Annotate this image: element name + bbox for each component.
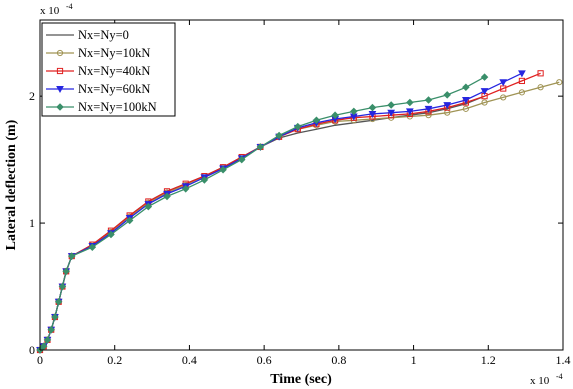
data-point-nx-ny-10kn <box>556 79 563 86</box>
x-axis-multiplier: x 10 -4 <box>530 372 563 387</box>
data-point-nx-ny-60kn <box>424 105 433 113</box>
data-point-nx-ny-100kn <box>67 252 76 260</box>
data-point-nx-ny-100kn <box>58 282 67 291</box>
data-point-nx-ny-60kn <box>405 108 414 116</box>
data-point-nx-ny-100kn <box>163 192 171 201</box>
legend-marker <box>56 49 64 57</box>
legend-marker <box>56 103 64 111</box>
data-point-nx-ny-100kn <box>51 313 59 321</box>
x-axis-ticks: 0 0.2 0.4 0.6 0.8 1 1.2 1.4 <box>37 20 571 367</box>
data-point-nx-ny-100kn <box>424 96 433 104</box>
data-point-nx-ny-100kn <box>144 202 153 211</box>
y-multiplier-exponent: -4 <box>66 2 73 11</box>
y-axis-ticks: 0 1 2 <box>29 89 563 357</box>
x-tick-label: 0.4 <box>182 353 197 367</box>
legend-item-nx-ny-60kn: Nx=Ny=60kN <box>46 82 150 96</box>
legend-item-nx-ny-100kn: Nx=Ny=100kN <box>46 100 157 114</box>
series-layer <box>36 70 563 355</box>
data-point-nx-ny-100kn <box>47 325 55 334</box>
data-point-nx-ny-40kn <box>518 77 526 85</box>
y-tick-label: 0 <box>29 343 35 357</box>
data-point-nx-ny-100kn <box>293 122 302 131</box>
data-point-nx-ny-100kn <box>275 131 283 140</box>
legend-marker <box>56 86 64 94</box>
data-point-nx-ny-60kn <box>461 97 470 104</box>
x-tick-label: 0.6 <box>257 353 272 367</box>
data-point-nx-ny-60kn <box>387 109 396 117</box>
data-point-nx-ny-100kn <box>406 98 414 107</box>
legend-box <box>41 22 176 117</box>
legend-marker <box>56 67 64 75</box>
data-point-nx-ny-100kn <box>39 342 48 350</box>
legend-label: Nx=Ny=40kN <box>78 64 150 78</box>
data-point-nx-ny-10kn <box>462 105 469 112</box>
data-point-nx-ny-100kn <box>181 185 190 193</box>
legend-label: Nx=Ny=100kN <box>78 100 157 114</box>
data-point-nx-ny-60kn <box>480 88 489 96</box>
data-point-nx-ny-100kn <box>331 111 339 119</box>
x-tick-label: 1.2 <box>481 353 496 367</box>
data-point-nx-ny-60kn <box>443 102 452 110</box>
legend-label: Nx=Ny=0 <box>78 28 129 42</box>
y-tick-label: 2 <box>29 89 35 103</box>
data-point-nx-ny-10kn <box>537 84 544 91</box>
data-point-nx-ny-100kn <box>219 166 227 174</box>
data-point-nx-ny-10kn <box>518 89 526 96</box>
y-axis-multiplier: x 10 -4 <box>40 2 73 17</box>
x-tick-label: 0.2 <box>107 353 122 367</box>
data-point-nx-ny-100kn <box>43 336 52 344</box>
data-point-nx-ny-100kn <box>200 176 209 184</box>
x-multiplier-base: x 10 <box>530 375 550 387</box>
legend-label: Nx=Ny=60kN <box>78 82 150 96</box>
x-tick-label: 0 <box>37 353 43 367</box>
y-tick-label: 1 <box>29 216 35 230</box>
data-point-nx-ny-100kn <box>350 107 358 116</box>
data-point-nx-ny-100kn <box>312 116 321 125</box>
data-point-nx-ny-100kn <box>107 230 115 239</box>
x-axis-label: Time (sec) <box>270 372 332 387</box>
data-point-nx-ny-60kn <box>518 70 526 78</box>
legend-item-nx-ny-0: Nx=Ny=0 <box>46 28 129 42</box>
data-point-nx-ny-60kn <box>368 110 377 118</box>
x-tick-label: 1 <box>411 353 417 367</box>
data-point-nx-ny-100kn <box>462 83 470 92</box>
legend-item-nx-ny-10kn: Nx=Ny=10kN <box>46 46 150 60</box>
legend: Nx=Ny=0 Nx=Ny=10kN Nx=Ny=40kN Nx=Ny=60kN Nx=… <box>41 22 176 117</box>
data-point-nx-ny-40kn <box>537 70 544 77</box>
data-point-nx-ny-100kn <box>368 103 377 112</box>
data-point-nx-ny-100kn <box>54 298 63 306</box>
data-point-nx-ny-100kn <box>88 243 97 251</box>
legend-item-nx-ny-40kn: Nx=Ny=40kN <box>46 64 150 78</box>
series-nx-ny-100kn <box>36 73 489 354</box>
data-point-nx-ny-100kn <box>62 267 70 276</box>
data-point-nx-ny-60kn <box>499 79 508 87</box>
y-axis-label: Lateral deflection (m) <box>4 119 19 250</box>
data-point-nx-ny-100kn <box>256 143 265 151</box>
data-point-nx-ny-100kn <box>125 216 134 225</box>
x-tick-label: 0.8 <box>331 353 346 367</box>
data-point-nx-ny-100kn <box>480 73 489 81</box>
x-multiplier-exponent: -4 <box>556 372 563 381</box>
y-multiplier-base: x 10 <box>40 5 60 17</box>
data-point-nx-ny-10kn <box>481 99 488 106</box>
x-tick-label: 1.4 <box>556 353 571 367</box>
data-point-nx-ny-10kn <box>500 94 507 101</box>
data-point-nx-ny-100kn <box>387 101 395 109</box>
legend-label: Nx=Ny=10kN <box>78 46 150 60</box>
data-point-nx-ny-100kn <box>443 91 451 99</box>
data-point-nx-ny-100kn <box>237 155 246 164</box>
